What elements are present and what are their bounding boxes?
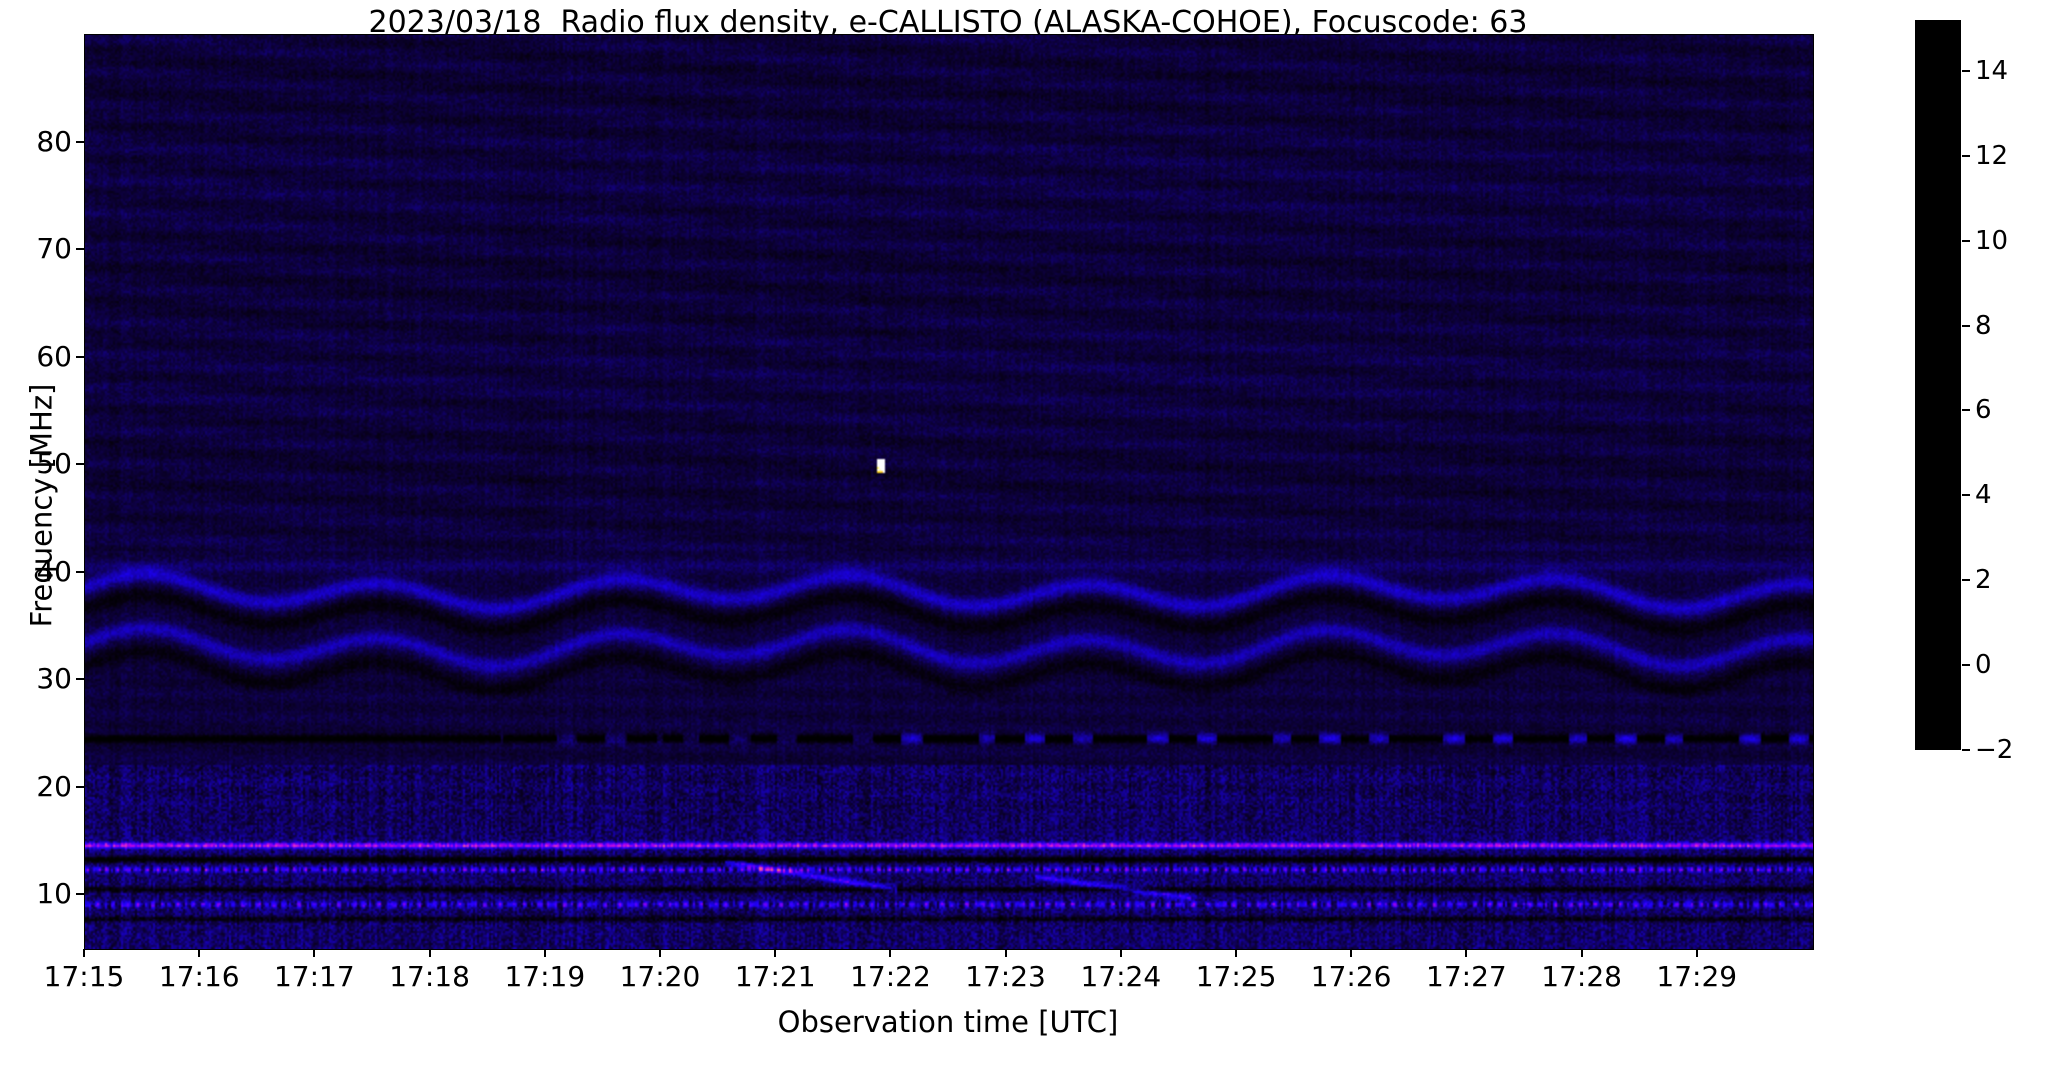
x-tick-label: 17:16 [158,960,240,993]
colorbar-tick-mark [1962,154,1970,157]
x-tick-label: 17:25 [1195,960,1277,993]
x-tick-label: 17:24 [1080,960,1162,993]
colorbar-tick-label: 10 [1975,225,2009,256]
colorbar [1915,20,1961,750]
y-tick-mark [76,140,84,143]
colorbar-tick-mark [1962,749,1970,751]
x-tick-label: 17:23 [965,960,1046,993]
colorbar-tick-label: 8 [1975,310,1992,341]
y-tick-mark [76,463,84,466]
y-tick-label: 50 [36,447,72,481]
x-tick-mark [774,949,777,957]
y-tick-mark [76,355,84,358]
x-tick-mark [658,949,661,957]
x-tick-mark [543,949,546,957]
x-tick-label: 17:20 [619,960,701,993]
y-tick-label: 20 [36,769,72,803]
x-tick-mark [428,949,431,957]
x-tick-mark [1119,949,1122,957]
spectrogram-image [85,35,1813,949]
colorbar-tick-label: 0 [1975,650,1992,681]
colorbar-tick-mark [1962,239,1970,242]
colorbar-tick-mark [1962,409,1970,412]
x-tick-mark [1465,949,1468,957]
colorbar-tick-label: −2 [1975,735,2014,765]
x-tick-mark [83,949,85,957]
colorbar-tick-mark [1962,494,1970,497]
y-tick-label: 70 [36,232,72,266]
y-tick-label: 30 [36,662,72,696]
y-tick-label: 40 [36,554,72,588]
y-tick-mark [76,785,84,788]
spectrogram-plot-area [84,34,1814,950]
x-tick-label: 17:28 [1541,960,1623,993]
colorbar-tick-mark [1962,664,1970,667]
y-tick-label: 80 [36,124,72,158]
y-tick-mark [76,570,84,573]
x-tick-label: 17:19 [504,960,586,993]
colorbar-tick-mark [1962,324,1970,327]
x-axis-label: Observation time [UTC] [777,1005,1119,1039]
x-tick-mark [1004,949,1007,957]
y-tick-mark [76,678,84,681]
y-tick-label: 10 [36,877,72,911]
x-tick-label: 17:18 [389,960,470,993]
x-tick-label: 17:22 [850,960,931,993]
colorbar-tick-label: 6 [1975,395,1992,426]
y-tick-label: 60 [36,339,72,373]
colorbar-tick-label: 2 [1975,565,1992,596]
colorbar-tick-mark [1962,579,1970,582]
colorbar-tick-label: 14 [1975,55,2009,86]
x-tick-label: 17:21 [734,960,816,993]
colorbar-tick-label: 4 [1975,480,1992,511]
x-tick-label: 17:26 [1310,960,1392,993]
x-tick-mark [1350,949,1353,957]
x-tick-mark [198,949,201,957]
colorbar-tick-label: 12 [1975,140,2009,171]
x-tick-mark [313,949,316,957]
y-tick-mark [76,248,84,251]
x-tick-mark [1235,949,1238,957]
y-axis-label: Frequency [MHz] [24,383,59,628]
x-tick-mark [1580,949,1583,957]
x-tick-label: 17:17 [273,960,355,993]
x-tick-mark [889,949,892,957]
x-tick-label: 17:29 [1656,960,1738,993]
colorbar-tick-mark [1962,69,1970,72]
page-title: 2023/03/18 Radio flux density, e-CALLIST… [368,5,1528,40]
colorbar-gradient [1915,20,1961,750]
x-tick-label: 17:15 [43,960,125,993]
x-tick-label: 17:27 [1426,960,1507,993]
x-tick-mark [1695,949,1698,957]
y-tick-mark [76,893,84,896]
